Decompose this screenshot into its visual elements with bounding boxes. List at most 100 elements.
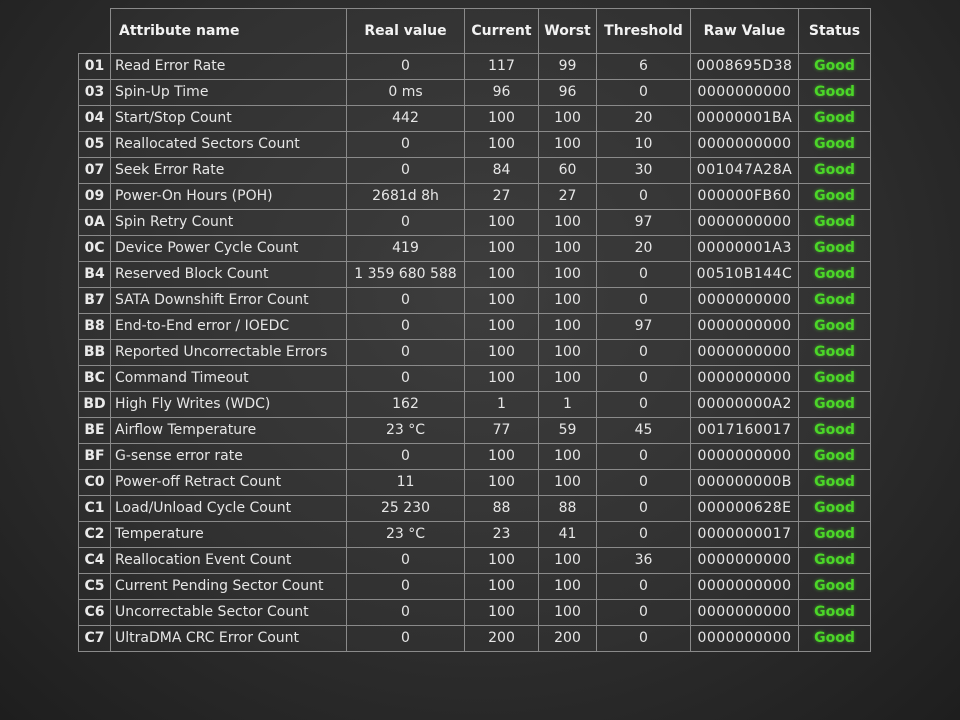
worst-value: 100 (538, 209, 597, 236)
attribute-name: Read Error Rate (110, 53, 347, 80)
threshold-value: 97 (596, 209, 691, 236)
real-value: 0 (346, 625, 465, 652)
attribute-id: BF (78, 443, 111, 470)
attribute-name: Command Timeout (110, 365, 347, 392)
status-badge: Good (798, 157, 871, 184)
threshold-value: 0 (596, 625, 691, 652)
status-badge: Good (798, 599, 871, 626)
real-value: 0 (346, 547, 465, 574)
real-value: 2681d 8h (346, 183, 465, 210)
attribute-id: BD (78, 391, 111, 418)
real-value: 23 °C (346, 417, 465, 444)
raw-value: 0000000000 (690, 547, 799, 574)
table-row[interactable]: C4 Reallocation Event Count 0 100 100 36 00000… (78, 547, 871, 574)
attribute-id: B8 (78, 313, 111, 340)
raw-value: 000000FB60 (690, 183, 799, 210)
status-badge: Good (798, 261, 871, 288)
table-row[interactable]: C2 Temperature 23 °C 23 41 0 0000000017 Good (78, 521, 871, 548)
table-row[interactable]: 03 Spin-Up Time 0 ms 96 96 0 0000000000 Good (78, 79, 871, 106)
table-row[interactable]: BC Command Timeout 0 100 100 0 0000000000 Good (78, 365, 871, 392)
status-badge: Good (798, 79, 871, 106)
real-value: 0 (346, 313, 465, 340)
threshold-value: 0 (596, 183, 691, 210)
threshold-value: 0 (596, 365, 691, 392)
current-value: 117 (464, 53, 539, 80)
real-value: 0 (346, 573, 465, 600)
table-row[interactable]: 09 Power-On Hours (POH) 2681d 8h 27 27 0 00000… (78, 183, 871, 210)
attribute-name: High Fly Writes (WDC) (110, 391, 347, 418)
current-value: 100 (464, 105, 539, 132)
header-real-value[interactable]: Real value (346, 8, 465, 54)
real-value: 23 °C (346, 521, 465, 548)
table-row[interactable]: C6 Uncorrectable Sector Count 0 100 100 0 0000… (78, 599, 871, 626)
raw-value: 0000000000 (690, 287, 799, 314)
current-value: 100 (464, 131, 539, 158)
attribute-name: SATA Downshift Error Count (110, 287, 347, 314)
table-row[interactable]: 0C Device Power Cycle Count 419 100 100 20 000… (78, 235, 871, 262)
attribute-name: End-to-End error / IOEDC (110, 313, 347, 340)
current-value: 100 (464, 287, 539, 314)
real-value: 0 (346, 131, 465, 158)
table-row[interactable]: C1 Load/Unload Cycle Count 25 230 88 88 0 0000… (78, 495, 871, 522)
current-value: 77 (464, 417, 539, 444)
table-row[interactable]: B8 End-to-End error / IOEDC 0 100 100 97 00000… (78, 313, 871, 340)
attribute-id: C2 (78, 521, 111, 548)
table-row[interactable]: 05 Reallocated Sectors Count 0 100 100 10 0000… (78, 131, 871, 158)
attribute-id: C1 (78, 495, 111, 522)
worst-value: 59 (538, 417, 597, 444)
table-row[interactable]: 01 Read Error Rate 0 117 99 6 0008695D38 Good (78, 53, 871, 80)
threshold-value: 0 (596, 495, 691, 522)
status-badge: Good (798, 365, 871, 392)
worst-value: 100 (538, 547, 597, 574)
header-status[interactable]: Status (798, 8, 871, 54)
table-row[interactable]: BE Airflow Temperature 23 °C 77 59 45 00171600… (78, 417, 871, 444)
header-worst[interactable]: Worst (538, 8, 597, 54)
raw-value: 0000000000 (690, 339, 799, 366)
header-attribute-name[interactable]: Attribute name (110, 8, 347, 54)
table-row[interactable]: BB Reported Uncorrectable Errors 0 100 100 0 0… (78, 339, 871, 366)
attribute-name: Reported Uncorrectable Errors (110, 339, 347, 366)
table-row[interactable]: 0A Spin Retry Count 0 100 100 97 0000000000 Goo… (78, 209, 871, 236)
current-value: 100 (464, 365, 539, 392)
attribute-id: C4 (78, 547, 111, 574)
header-row: Attribute name Real value Current Worst … (79, 8, 871, 54)
attribute-name: Current Pending Sector Count (110, 573, 347, 600)
attribute-id: C0 (78, 469, 111, 496)
worst-value: 100 (538, 365, 597, 392)
real-value: 442 (346, 105, 465, 132)
threshold-value: 0 (596, 443, 691, 470)
current-value: 1 (464, 391, 539, 418)
attribute-name: Spin-Up Time (110, 79, 347, 106)
real-value: 0 (346, 53, 465, 80)
attribute-id: 0C (78, 235, 111, 262)
header-threshold[interactable]: Threshold (596, 8, 691, 54)
table-row[interactable]: B4 Reserved Block Count 1 359 680 588 100 10… (78, 261, 871, 288)
worst-value: 100 (538, 235, 597, 262)
real-value: 162 (346, 391, 465, 418)
current-value: 100 (464, 547, 539, 574)
attribute-name: Start/Stop Count (110, 105, 347, 132)
attribute-id: B7 (78, 287, 111, 314)
table-row[interactable]: C0 Power-off Retract Count 11 100 100 0 000000… (78, 469, 871, 496)
threshold-value: 6 (596, 53, 691, 80)
table-row[interactable]: 07 Seek Error Rate 0 84 60 30 001047A28A Good (78, 157, 871, 184)
table-row[interactable]: B7 SATA Downshift Error Count 0 100 100 0 0000… (78, 287, 871, 314)
header-raw-value[interactable]: Raw Value (690, 8, 799, 54)
worst-value: 88 (538, 495, 597, 522)
current-value: 100 (464, 261, 539, 288)
threshold-value: 20 (596, 235, 691, 262)
table-row[interactable]: BF G-sense error rate 0 100 100 0 0000000000 Go… (78, 443, 871, 470)
worst-value: 100 (538, 599, 597, 626)
attribute-name: Power-On Hours (POH) (110, 183, 347, 210)
attribute-id: BC (78, 365, 111, 392)
worst-value: 100 (538, 443, 597, 470)
current-value: 100 (464, 313, 539, 340)
table-row[interactable]: C5 Current Pending Sector Count 0 100 100 0 00… (78, 573, 871, 600)
worst-value: 27 (538, 183, 597, 210)
table-row[interactable]: C7 UltraDMA CRC Error Count 0 200 200 0 000000… (78, 625, 871, 652)
table-row[interactable]: 04 Start/Stop Count 442 100 100 20 00000001BA G… (78, 105, 871, 132)
current-value: 100 (464, 339, 539, 366)
status-badge: Good (798, 53, 871, 80)
header-current[interactable]: Current (464, 8, 539, 54)
table-row[interactable]: BD High Fly Writes (WDC) 162 1 1 0 00000000A2 G… (78, 391, 871, 418)
